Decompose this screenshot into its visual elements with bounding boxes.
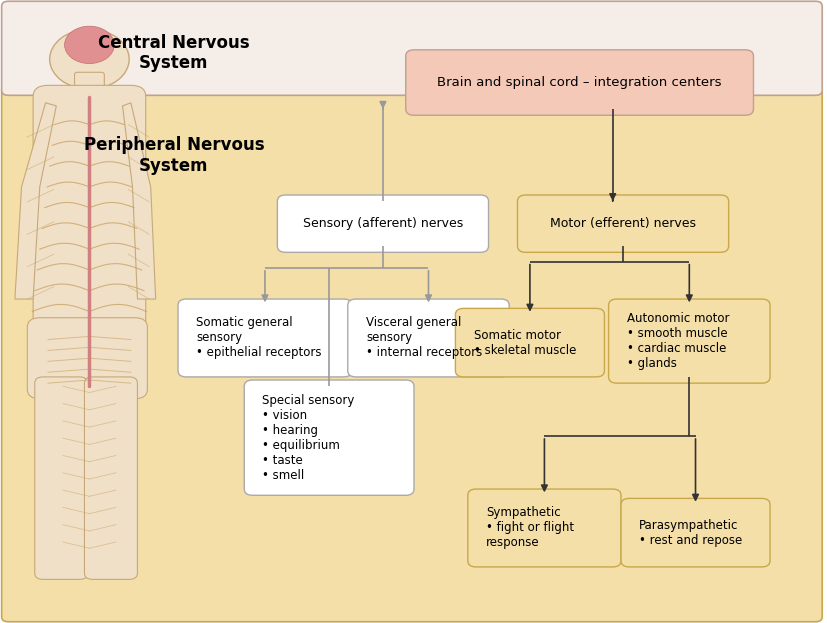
Text: Parasympathetic
• rest and repose: Parasympathetic • rest and repose <box>638 519 742 546</box>
FancyBboxPatch shape <box>608 299 769 383</box>
FancyBboxPatch shape <box>27 318 147 399</box>
FancyBboxPatch shape <box>277 195 488 252</box>
FancyBboxPatch shape <box>33 85 146 348</box>
Text: Peripheral Nervous
System: Peripheral Nervous System <box>84 136 264 175</box>
FancyBboxPatch shape <box>467 489 620 567</box>
FancyBboxPatch shape <box>455 308 604 377</box>
Text: Sympathetic
• fight or flight
response: Sympathetic • fight or flight response <box>485 506 573 549</box>
Text: Autonomic motor
• smooth muscle
• cardiac muscle
• glands: Autonomic motor • smooth muscle • cardia… <box>626 312 729 370</box>
Circle shape <box>65 26 114 64</box>
Text: Visceral general
sensory
• internal receptors: Visceral general sensory • internal rece… <box>366 316 481 359</box>
FancyBboxPatch shape <box>35 377 88 579</box>
Text: Special sensory
• vision
• hearing
• equilibrium
• taste
• smell: Special sensory • vision • hearing • equ… <box>262 394 355 482</box>
Text: Sensory (afferent) nerves: Sensory (afferent) nerves <box>303 217 462 230</box>
FancyBboxPatch shape <box>2 1 821 95</box>
FancyBboxPatch shape <box>347 299 509 377</box>
Text: Brain and spinal cord – integration centers: Brain and spinal cord – integration cent… <box>437 76 721 89</box>
FancyBboxPatch shape <box>84 377 137 579</box>
Circle shape <box>50 29 129 89</box>
Text: Somatic general
sensory
• epithelial receptors: Somatic general sensory • epithelial rec… <box>196 316 322 359</box>
FancyBboxPatch shape <box>74 72 104 99</box>
Polygon shape <box>15 103 56 299</box>
FancyBboxPatch shape <box>178 299 351 377</box>
Text: Somatic motor
• skeletal muscle: Somatic motor • skeletal muscle <box>473 329 576 356</box>
Text: Central Nervous
System: Central Nervous System <box>98 34 250 72</box>
FancyBboxPatch shape <box>405 50 753 115</box>
FancyBboxPatch shape <box>620 498 769 567</box>
FancyBboxPatch shape <box>244 380 414 495</box>
Polygon shape <box>122 103 155 299</box>
FancyBboxPatch shape <box>2 85 821 622</box>
FancyBboxPatch shape <box>517 195 728 252</box>
Text: Motor (efferent) nerves: Motor (efferent) nerves <box>549 217 696 230</box>
